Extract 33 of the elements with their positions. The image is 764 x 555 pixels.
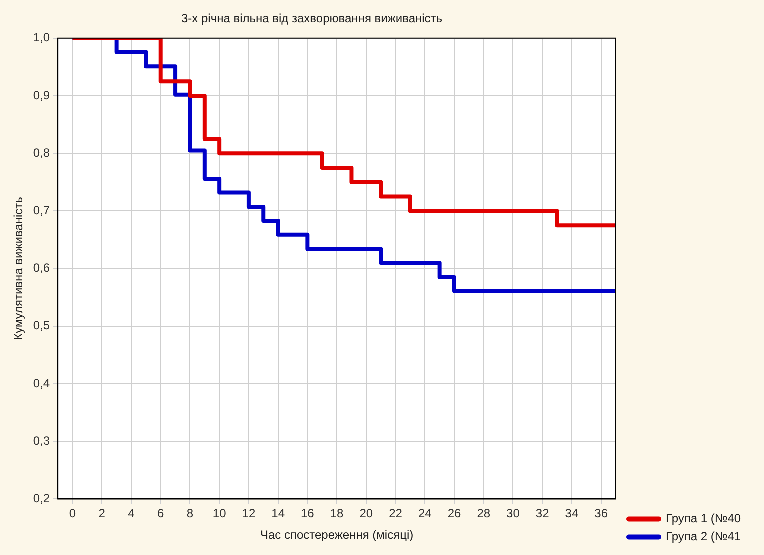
y-tick-label: 0,2 bbox=[33, 492, 50, 506]
y-tick-label: 0,6 bbox=[33, 261, 50, 276]
x-tick-label: 2 bbox=[98, 506, 106, 521]
x-tick-label: 18 bbox=[330, 506, 344, 521]
x-tick-label: 20 bbox=[360, 506, 374, 521]
x-tick-label: 32 bbox=[536, 506, 550, 521]
x-tick-label: 8 bbox=[186, 506, 194, 521]
legend-label: Група 1 (№40 bbox=[666, 512, 742, 526]
x-tick-label: 14 bbox=[272, 506, 286, 521]
x-axis-title: Час спостереження (місяці) bbox=[260, 528, 414, 542]
x-tick-label: 10 bbox=[212, 506, 227, 521]
y-tick-label: 0,9 bbox=[33, 88, 50, 102]
y-tick-label: 0,7 bbox=[33, 204, 50, 218]
x-tick-label: 4 bbox=[128, 506, 136, 521]
x-tick-label: 24 bbox=[418, 506, 432, 521]
x-tick-label: 30 bbox=[506, 506, 520, 521]
x-tick-label: 36 bbox=[594, 506, 608, 521]
y-tick-label: 0,3 bbox=[33, 434, 50, 448]
y-tick-label: 0,5 bbox=[33, 318, 50, 333]
y-tick-label: 1,0 bbox=[33, 30, 50, 45]
x-tick-label: 12 bbox=[242, 506, 256, 521]
chart-title: 3-х річна вільна від захворювання виживаність bbox=[181, 12, 443, 26]
y-tick-label: 0,4 bbox=[33, 376, 50, 390]
y-axis-title: Кумулятивна виживаність bbox=[12, 197, 26, 341]
x-tick-label: 26 bbox=[448, 506, 462, 521]
x-tick-label: 34 bbox=[565, 506, 579, 521]
x-tick-label: 0 bbox=[69, 506, 76, 521]
y-tick-label: 0,8 bbox=[33, 146, 50, 160]
legend-label: Група 2 (№41 bbox=[666, 530, 742, 544]
x-tick-label: 22 bbox=[389, 506, 403, 521]
x-tick-label: 16 bbox=[300, 506, 315, 521]
x-tick-label: 6 bbox=[158, 506, 165, 521]
x-tick-label: 28 bbox=[477, 506, 491, 521]
